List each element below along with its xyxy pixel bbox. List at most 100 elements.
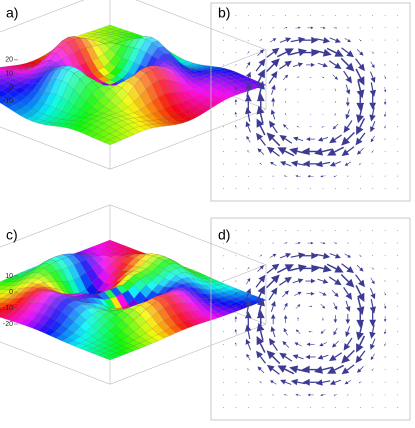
arrow-head (384, 294, 386, 296)
arrow-head (322, 188, 323, 189)
arrow-head (385, 394, 386, 395)
arrow-head (298, 230, 299, 231)
surface-plot (0, 0, 266, 169)
arrow-shaft (360, 163, 361, 164)
z-tick-label: -10 (3, 305, 13, 312)
arrow-shaft (335, 162, 341, 164)
arrow-head (311, 279, 316, 284)
arrow-shaft (385, 343, 386, 345)
arrow-head (323, 253, 330, 259)
arrow-head (372, 255, 373, 256)
arrow-head (346, 320, 351, 325)
arrow-head (297, 89, 298, 90)
arrow-head (322, 319, 324, 321)
arrow-head (306, 343, 310, 347)
arrow-head (384, 77, 386, 79)
arrow-head (323, 63, 328, 67)
arrow-head (291, 161, 298, 167)
arrow-head (293, 137, 298, 141)
arrow-shaft (291, 256, 299, 258)
arrow-shaft (360, 381, 361, 382)
arrow-shaft (347, 380, 351, 382)
arrow-shaft (335, 176, 337, 177)
arrow-head (284, 61, 291, 67)
arrow-shaft (260, 356, 265, 363)
arrow-head (310, 126, 311, 127)
arrow-shaft (293, 65, 299, 67)
arrow-head (310, 15, 311, 16)
arrow-head (346, 102, 350, 106)
arrow-shaft (372, 267, 373, 268)
arrow-head (311, 252, 318, 259)
arrow-shaft (256, 280, 261, 287)
arrow-head (318, 137, 323, 141)
arrow-shaft (285, 357, 292, 362)
arrow-shaft (358, 297, 360, 307)
arrow-shaft (273, 382, 277, 384)
arrow-head (256, 133, 263, 141)
arrow-head (271, 326, 276, 332)
arrow-shaft (271, 306, 273, 312)
arrow-shaft (341, 274, 348, 281)
arrow-shaft (359, 39, 360, 40)
arrow-shaft (246, 281, 248, 285)
arrow-shaft (267, 64, 274, 71)
arrow-head (334, 175, 336, 177)
arrow-shaft (285, 139, 292, 144)
arrow-head (223, 114, 224, 115)
arrow-shaft (236, 127, 237, 129)
arrow-shaft (261, 331, 263, 341)
arrow-head (303, 160, 310, 167)
arrow-head (223, 407, 224, 408)
arrow-head (384, 114, 386, 117)
arrow-shaft (335, 135, 342, 140)
arrow-shaft (385, 75, 386, 77)
arrow-head (258, 59, 265, 67)
arrow-head (293, 354, 299, 359)
arrow-shaft (373, 368, 374, 369)
arrow-shaft (323, 126, 325, 127)
arrow-head (311, 26, 314, 29)
arrow-shaft (348, 109, 350, 115)
arrow-shaft (321, 304, 323, 306)
arrow-head (310, 407, 311, 408)
arrow-shaft (346, 301, 348, 307)
arrow-shaft (347, 338, 352, 345)
arrow-head (298, 188, 299, 189)
arrow-head (235, 112, 237, 115)
arrow-head (372, 382, 373, 383)
arrow-shaft (289, 268, 299, 270)
arrow-head (342, 367, 350, 374)
arrow-shaft (370, 288, 372, 294)
arrow-shaft (322, 137, 328, 139)
arrow-head (298, 278, 304, 283)
arrow-head (298, 102, 299, 103)
arrow-shaft (360, 351, 365, 358)
z-tick-label: -10 (3, 98, 13, 105)
arrow-shaft (261, 164, 262, 165)
arrow-shaft (248, 344, 250, 350)
arrow-shaft (247, 268, 248, 269)
arrow-shaft (267, 268, 274, 273)
arrow-shaft (385, 292, 386, 294)
arrow-shaft (335, 113, 336, 115)
arrow-shaft (285, 395, 287, 396)
panel-label: c) (6, 227, 18, 243)
arrow-head (245, 311, 252, 318)
arrow-head (397, 102, 398, 103)
arrow-shaft (269, 77, 274, 84)
arrow-shaft (248, 151, 249, 152)
arrow-shaft (236, 344, 237, 346)
arrow-head (311, 242, 314, 245)
arrow-head (279, 353, 287, 360)
arrow-shaft (272, 89, 274, 95)
arrow-shaft (360, 133, 365, 140)
arrow-shaft (341, 58, 348, 65)
arrow-shaft (284, 28, 286, 29)
arrow-head (397, 15, 398, 16)
arrow-head (384, 306, 386, 309)
arrow-shaft (330, 254, 336, 256)
arrow-shaft (273, 369, 280, 374)
arrow-shaft (285, 89, 286, 91)
arrow-shaft (279, 64, 286, 69)
